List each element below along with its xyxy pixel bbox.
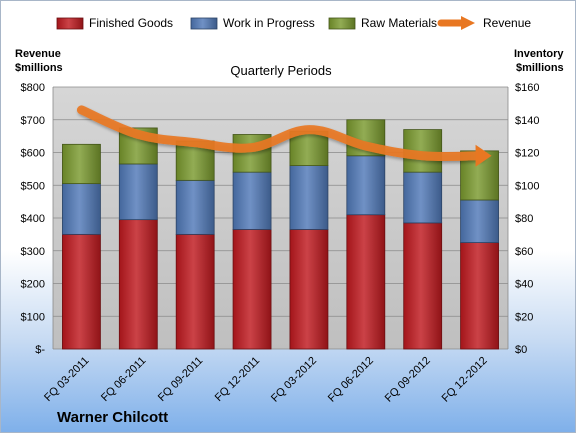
chart-title: Quarterly Periods bbox=[230, 63, 332, 78]
right-axis-label-line-2: $millions bbox=[516, 62, 564, 74]
right-tick-label: $160 bbox=[515, 82, 539, 94]
right-tick-label: $120 bbox=[515, 148, 539, 160]
left-tick-label: $300 bbox=[21, 246, 45, 258]
left-tick-label: $100 bbox=[21, 311, 45, 323]
bar-raw-materials bbox=[62, 143, 101, 185]
legend-label: Revenue bbox=[483, 16, 531, 30]
bar-work-in-progress bbox=[460, 199, 499, 243]
bar-finished-goods bbox=[118, 219, 158, 350]
legend-item: Finished Goods bbox=[56, 16, 173, 30]
right-tick-label: $80 bbox=[515, 213, 533, 225]
legend-item: Raw Materials bbox=[328, 16, 437, 30]
legend-label: Finished Goods bbox=[89, 16, 173, 30]
left-tick-label: $800 bbox=[21, 82, 45, 94]
bar-work-in-progress bbox=[118, 163, 158, 221]
right-tick-label: $140 bbox=[515, 115, 539, 127]
revenue-line-group bbox=[76, 105, 492, 167]
left-tick-labels: $- $100 $200 $300 $400 $500 $600 $700 $800 bbox=[21, 82, 46, 356]
legend-swatch bbox=[56, 17, 84, 30]
right-tick-label: $20 bbox=[515, 311, 533, 323]
bar-work-in-progress bbox=[289, 165, 329, 230]
legend-item: Work in Progress bbox=[190, 16, 315, 30]
legend-swatch bbox=[190, 17, 218, 30]
legend-label: Raw Materials bbox=[361, 16, 437, 30]
bar-finished-goods bbox=[460, 242, 499, 350]
legend-label: Work in Progress bbox=[223, 16, 315, 30]
revenue-line bbox=[76, 105, 485, 162]
legend: Finished Goods Work in Progress Raw Materi… bbox=[56, 16, 531, 30]
left-tick-label: $200 bbox=[21, 279, 45, 291]
bar-work-in-progress bbox=[62, 183, 101, 235]
bar-work-in-progress bbox=[403, 171, 443, 224]
right-axis-label-line-1: Inventory bbox=[514, 48, 564, 60]
x-tick-label: FQ 09-2012 bbox=[383, 355, 433, 405]
right-tick-label: $40 bbox=[515, 279, 533, 291]
bar-finished-goods bbox=[346, 214, 386, 350]
x-tick-label: FQ 03-2011 bbox=[42, 355, 91, 404]
bar-finished-goods bbox=[232, 229, 272, 350]
right-tick-label: $0 bbox=[515, 344, 527, 356]
right-tick-labels: $0 $20 $40 $60 $80 $100 $120 $140 $160 bbox=[515, 82, 539, 356]
company-name: Warner Chilcott bbox=[57, 409, 168, 426]
left-tick-label: $400 bbox=[21, 213, 45, 225]
legend-swatch-arrow bbox=[461, 16, 475, 30]
legend-swatch bbox=[328, 17, 356, 30]
bar-finished-goods bbox=[175, 233, 215, 350]
left-axis-label-line-1: Revenue bbox=[15, 48, 61, 60]
x-tick-labels: FQ 03-2011 FQ 06-2011 FQ 09-2011 FQ 12-2011… bbox=[42, 355, 490, 405]
legend-item: Revenue bbox=[437, 16, 531, 30]
bar-work-in-progress bbox=[232, 171, 272, 230]
left-tick-label: $700 bbox=[21, 115, 45, 127]
bar-raw-materials bbox=[289, 130, 329, 166]
left-tick-label: $600 bbox=[21, 148, 45, 160]
bar-finished-goods bbox=[403, 222, 443, 350]
x-tick-label: FQ 12-2011 bbox=[213, 355, 262, 404]
bar-work-in-progress bbox=[346, 155, 386, 216]
left-tick-label: $- bbox=[35, 344, 45, 356]
right-tick-label: $100 bbox=[515, 180, 539, 192]
bar-work-in-progress bbox=[175, 179, 215, 235]
bar-finished-goods bbox=[62, 233, 101, 350]
bar-finished-goods bbox=[289, 229, 329, 350]
x-tick-label: FQ 06-2011 bbox=[99, 355, 148, 404]
revenue-arrowhead bbox=[475, 144, 492, 167]
x-tick-label: FQ 09-2011 bbox=[156, 355, 205, 404]
x-tick-label: FQ 06-2012 bbox=[326, 355, 376, 405]
left-axis-label-line-2: $millions bbox=[15, 62, 63, 74]
x-tick-label: FQ 12-2012 bbox=[440, 355, 490, 405]
left-tick-label: $500 bbox=[21, 180, 45, 192]
x-tick-label: FQ 03-2012 bbox=[269, 355, 319, 405]
right-tick-label: $60 bbox=[515, 246, 533, 258]
